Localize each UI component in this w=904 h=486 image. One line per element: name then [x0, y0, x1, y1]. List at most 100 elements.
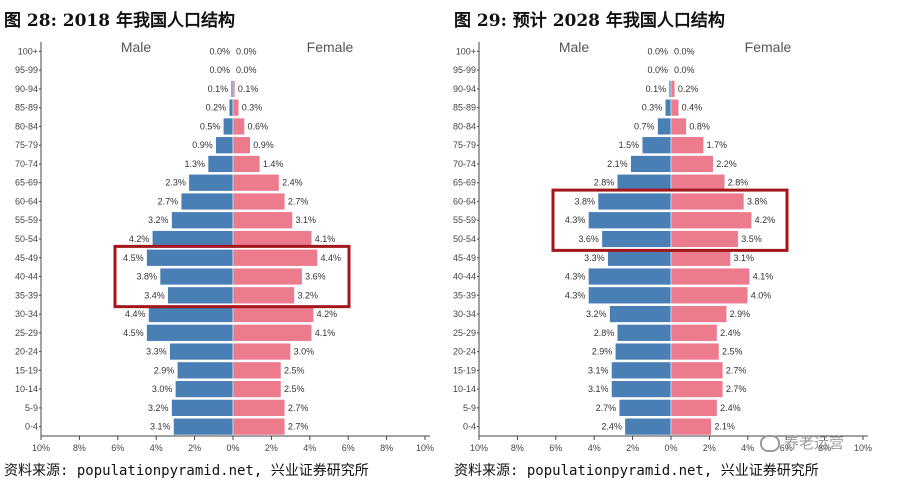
wechat-icon [760, 435, 780, 452]
male-value-label: 0.5% [200, 121, 221, 131]
male-value-label: 3.3% [146, 347, 167, 357]
category-label: 50-54 [15, 234, 38, 244]
x-tick-label: 6% [111, 443, 124, 453]
female-value-label: 0.0% [236, 46, 257, 56]
female-value-label: 2.5% [284, 384, 305, 394]
highlight-box [113, 244, 351, 309]
male-bar [215, 136, 234, 154]
female-value-label: 2.4% [282, 178, 303, 188]
male-bar [169, 342, 234, 361]
female-bar [232, 361, 282, 379]
male-value-label: 0.0% [209, 65, 230, 75]
female-bar [232, 211, 293, 229]
category-label: 35-39 [15, 290, 38, 300]
x-tick-label: 8% [818, 443, 831, 453]
x-tick-label: 4% [303, 443, 316, 453]
female-value-label: 3.1% [734, 253, 755, 263]
male-value-label: 2.8% [594, 328, 615, 338]
male-value-label: 4.5% [123, 253, 144, 263]
female-value-label: 3.0% [294, 347, 315, 357]
male-value-label: 4.3% [565, 290, 586, 300]
female-value-label: 0.1% [238, 84, 259, 94]
male-value-label: 3.1% [588, 384, 609, 394]
female-value-label: 0.3% [242, 103, 263, 113]
male-value-label: 3.3% [584, 253, 605, 263]
female-value-label: 2.1% [714, 422, 735, 432]
male-bar [657, 117, 672, 136]
legend-female: Female [307, 39, 354, 55]
female-bar [670, 286, 749, 304]
female-bar [670, 80, 676, 98]
male-bar [171, 399, 234, 417]
x-tick-label: 2% [626, 443, 639, 453]
category-label: 0-4 [25, 422, 38, 432]
female-bar [670, 361, 724, 379]
x-tick-label: 10% [416, 443, 434, 453]
female-value-label: 1.4% [263, 159, 284, 169]
female-bar [232, 267, 303, 286]
x-tick-label: 6% [780, 443, 793, 453]
female-bar [670, 324, 718, 342]
pyramid-2028: Male Female 100+ 0.0% 0.0% 95-99 0.0% 0.0% 90-94… [453, 39, 872, 453]
x-tick-label: 8% [511, 443, 524, 453]
category-label: 80-84 [15, 121, 38, 131]
female-value-label: 3.6% [305, 272, 326, 282]
male-value-label: 0.0% [647, 46, 668, 56]
watermark: 养老运营 [760, 432, 844, 453]
male-value-label: 0.1% [208, 84, 229, 94]
female-value-label: 0.0% [674, 46, 695, 56]
x-tick-label: 2% [265, 443, 278, 453]
male-value-label: 4.3% [565, 215, 586, 225]
category-label: 10-14 [453, 384, 476, 394]
female-value-label: 0.0% [674, 65, 695, 75]
female-value-label: 0.6% [248, 121, 269, 131]
category-label: 55-59 [453, 215, 476, 225]
female-bar [670, 155, 714, 173]
male-value-label: 2.8% [594, 178, 615, 188]
male-bar [146, 324, 234, 342]
male-bar [171, 211, 234, 229]
male-value-label: 3.2% [586, 309, 607, 319]
female-bar [670, 342, 720, 361]
category-label: 45-49 [15, 253, 38, 263]
male-value-label: 3.1% [150, 422, 171, 432]
male-value-label: 2.7% [596, 403, 617, 413]
female-bar [232, 99, 240, 117]
female-bar [670, 230, 739, 248]
female-value-label: 2.7% [288, 422, 309, 432]
female-bar [670, 267, 750, 286]
female-bar [232, 230, 312, 248]
chart-title-2018: 图 28: 2018 年我国人口结构 [4, 11, 236, 31]
category-label: 20-24 [453, 347, 476, 357]
highlight-box [551, 188, 789, 252]
male-bar [177, 361, 234, 379]
category-label: 15-19 [453, 365, 476, 375]
x-tick-label: 8% [380, 443, 393, 453]
pyramid-2018: Male Female 100+ 0.0% 0.0% 95-99 0.0% 0.0% 90-94… [15, 39, 434, 453]
female-value-label: 1.7% [707, 140, 728, 150]
category-label: 65-69 [453, 178, 476, 188]
male-value-label: 0.2% [206, 103, 227, 113]
legend-female: Female [745, 39, 792, 55]
category-label: 25-29 [15, 328, 38, 338]
male-bar [668, 80, 672, 98]
x-tick-label: 2% [188, 443, 201, 453]
x-tick-label: 4% [741, 443, 754, 453]
female-value-label: 4.1% [315, 328, 336, 338]
female-value-label: 3.2% [297, 290, 318, 300]
male-bar [616, 324, 672, 342]
category-label: 5-9 [463, 403, 476, 413]
male-value-label: 2.3% [165, 178, 186, 188]
female-value-label: 0.0% [236, 65, 257, 75]
x-tick-label: 10% [854, 443, 872, 453]
male-bar [601, 230, 672, 248]
category-label: 100+ [456, 46, 476, 56]
male-value-label: 3.1% [588, 365, 609, 375]
female-bar [232, 117, 245, 136]
female-bar [670, 117, 687, 136]
female-bar [670, 99, 679, 117]
male-bar [611, 361, 672, 379]
male-bar [588, 286, 672, 304]
female-bar [670, 305, 727, 323]
male-bar [173, 417, 234, 436]
